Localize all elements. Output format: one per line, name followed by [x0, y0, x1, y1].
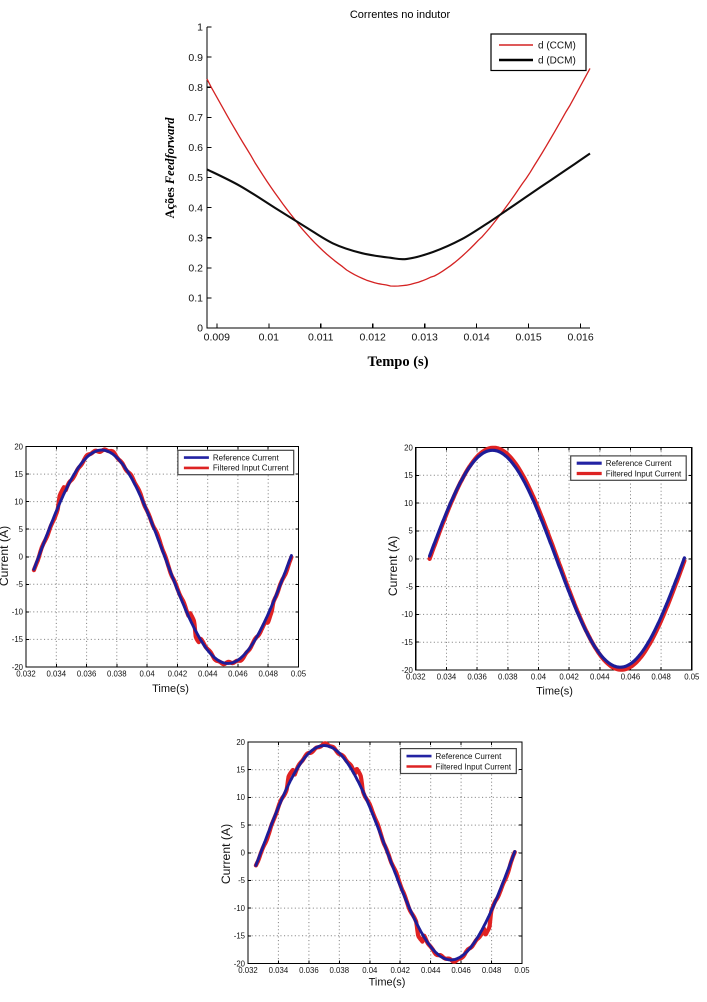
svg-text:Tempo (s): Tempo (s) [367, 354, 428, 370]
svg-text:0.05: 0.05 [514, 966, 530, 975]
svg-text:Current (A): Current (A) [0, 526, 11, 586]
svg-text:15: 15 [236, 766, 245, 775]
svg-text:0.7: 0.7 [188, 112, 203, 124]
svg-text:0.046: 0.046 [621, 673, 641, 682]
svg-text:0.009: 0.009 [204, 332, 230, 344]
svg-text:5: 5 [408, 527, 413, 536]
svg-text:20: 20 [236, 738, 245, 747]
svg-text:0.011: 0.011 [308, 332, 334, 344]
svg-text:0: 0 [19, 553, 24, 562]
svg-text:5: 5 [241, 821, 246, 830]
svg-text:Current (A): Current (A) [219, 824, 233, 884]
svg-text:Reference Current: Reference Current [436, 752, 503, 761]
svg-text:Filtered Input Current: Filtered Input Current [606, 469, 682, 478]
svg-text:0.046: 0.046 [228, 670, 248, 679]
svg-text:0.036: 0.036 [467, 673, 487, 682]
svg-text:0.014: 0.014 [463, 332, 489, 344]
svg-text:Time(s): Time(s) [369, 977, 406, 989]
svg-text:Reference Current: Reference Current [606, 459, 673, 468]
svg-text:0.036: 0.036 [77, 670, 97, 679]
svg-text:Reference Current: Reference Current [213, 453, 280, 462]
svg-text:0.042: 0.042 [390, 966, 410, 975]
svg-text:0.04: 0.04 [362, 966, 378, 975]
svg-text:5: 5 [19, 525, 24, 534]
svg-text:0.012: 0.012 [360, 332, 386, 344]
svg-text:0.042: 0.042 [559, 673, 579, 682]
svg-text:Ações Feedforward: Ações Feedforward [163, 117, 177, 219]
svg-text:0.04: 0.04 [140, 670, 156, 679]
svg-text:-20: -20 [234, 959, 246, 968]
svg-text:d (DCM): d (DCM) [538, 56, 576, 67]
svg-text:0.4: 0.4 [188, 202, 203, 214]
svg-text:20: 20 [404, 443, 413, 452]
svg-text:15: 15 [404, 471, 413, 480]
svg-text:Correntes no indutor: Correntes no indutor [350, 9, 451, 21]
svg-text:0.038: 0.038 [330, 966, 350, 975]
svg-text:15: 15 [14, 470, 23, 479]
svg-text:Current (A): Current (A) [386, 536, 400, 596]
svg-text:0.9: 0.9 [188, 52, 203, 64]
svg-text:-15: -15 [402, 638, 414, 647]
svg-text:0.038: 0.038 [498, 673, 518, 682]
svg-text:0: 0 [408, 555, 413, 564]
svg-text:0.6: 0.6 [188, 142, 203, 154]
svg-text:0.034: 0.034 [437, 673, 457, 682]
svg-text:0.05: 0.05 [291, 670, 307, 679]
svg-text:-20: -20 [402, 666, 414, 675]
svg-text:0.04: 0.04 [531, 673, 547, 682]
svg-text:0.032: 0.032 [238, 966, 258, 975]
svg-text:10: 10 [236, 793, 245, 802]
svg-text:0.034: 0.034 [269, 966, 289, 975]
svg-text:0.044: 0.044 [421, 966, 441, 975]
svg-text:0.032: 0.032 [16, 670, 36, 679]
svg-text:0.044: 0.044 [198, 670, 218, 679]
svg-text:0.044: 0.044 [590, 673, 610, 682]
svg-text:-5: -5 [238, 876, 246, 885]
svg-text:-5: -5 [16, 580, 24, 589]
svg-text:10: 10 [404, 499, 413, 508]
svg-text:-10: -10 [12, 608, 24, 617]
svg-text:d (CCM): d (CCM) [538, 41, 576, 52]
svg-text:-10: -10 [402, 610, 414, 619]
svg-text:0.1: 0.1 [188, 293, 203, 305]
svg-text:0.034: 0.034 [47, 670, 67, 679]
svg-text:0.013: 0.013 [412, 332, 438, 344]
svg-text:0.015: 0.015 [515, 332, 541, 344]
svg-text:0.036: 0.036 [299, 966, 319, 975]
svg-text:-15: -15 [12, 635, 24, 644]
svg-text:0.016: 0.016 [567, 332, 593, 344]
svg-text:0: 0 [241, 849, 246, 858]
svg-text:0.01: 0.01 [259, 332, 280, 344]
svg-text:Time(s): Time(s) [536, 686, 573, 698]
svg-text:Filtered Input Current: Filtered Input Current [213, 464, 289, 473]
svg-text:Time(s): Time(s) [152, 683, 189, 695]
svg-text:20: 20 [14, 442, 23, 451]
svg-text:-15: -15 [234, 932, 246, 941]
svg-text:0.8: 0.8 [188, 82, 203, 94]
svg-text:10: 10 [14, 497, 23, 506]
svg-text:0.042: 0.042 [168, 670, 188, 679]
svg-text:Filtered Input Current: Filtered Input Current [436, 762, 512, 771]
svg-text:1: 1 [197, 22, 203, 34]
svg-text:0.038: 0.038 [107, 670, 127, 679]
svg-text:-5: -5 [406, 582, 414, 591]
svg-text:0: 0 [197, 323, 203, 335]
svg-text:0.048: 0.048 [482, 966, 502, 975]
svg-text:0.3: 0.3 [188, 232, 203, 244]
svg-text:0.05: 0.05 [684, 673, 700, 682]
svg-text:0.2: 0.2 [188, 263, 203, 275]
svg-text:0.048: 0.048 [651, 673, 671, 682]
svg-text:0.046: 0.046 [451, 966, 471, 975]
svg-text:-10: -10 [234, 904, 246, 913]
svg-text:-20: -20 [12, 663, 24, 672]
svg-text:0.048: 0.048 [258, 670, 278, 679]
svg-text:0.032: 0.032 [406, 673, 426, 682]
svg-text:0.5: 0.5 [188, 172, 203, 184]
